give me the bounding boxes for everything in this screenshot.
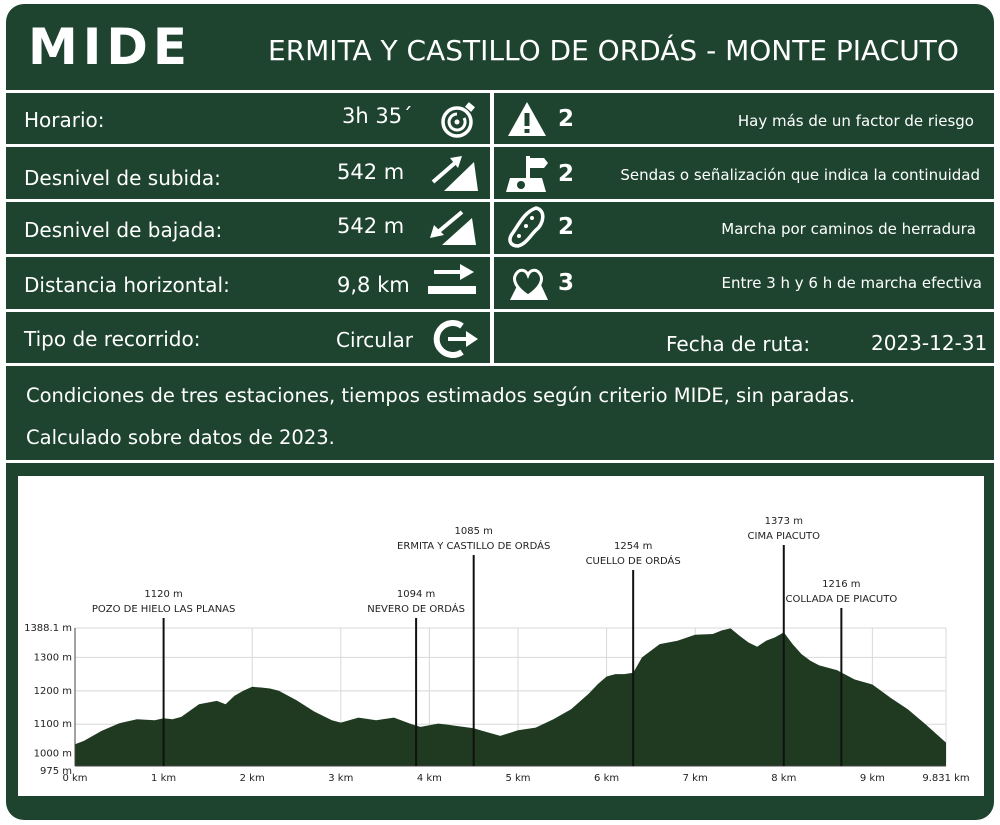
risk-description: Hay más de un factor de riesgo: [737, 112, 974, 130]
signpost-icon: [506, 156, 548, 192]
waypoint-elevation: 1216 m: [822, 579, 860, 590]
y-tick-label: 1388.1 m: [24, 623, 72, 634]
date-value: 2023-12-31: [871, 331, 988, 355]
risk-level: 3: [558, 270, 575, 296]
x-tick-label: 6 km: [594, 773, 619, 784]
mide-logo: MIDE: [28, 18, 193, 76]
descent-slope-icon: [430, 210, 476, 245]
x-tick-label: 2 km: [240, 773, 265, 784]
y-tick-label: 975 m: [40, 766, 72, 777]
conditions-note: Condiciones de tres estaciones, tiempos …: [26, 384, 856, 407]
circular-route-icon: [433, 320, 478, 358]
divider: [6, 199, 994, 202]
waypoint-name: ERMITA Y CASTILLO DE ORDÁS: [397, 539, 550, 552]
waypoint-name: CIMA PIACUTO: [748, 531, 821, 542]
descent-label: Desnivel de bajada:: [24, 218, 223, 242]
x-tick-label: 9.831 km: [922, 773, 969, 784]
distance-value: 9,8 km: [337, 273, 410, 297]
x-tick-label: 7 km: [683, 773, 708, 784]
y-tick-label: 1000 m: [34, 749, 72, 760]
divider: [6, 254, 994, 257]
elevation-profile-chart: 0 km 1 km 2 km 3 km 4 km 5 km 6 km 7 km 8 km 9 km…: [24, 516, 970, 784]
waypoint-elevation: 1373 m: [765, 516, 803, 527]
route-type-label: Tipo de recorrido:: [24, 327, 201, 351]
elevation-area: [75, 628, 946, 766]
risk-level: 2: [558, 214, 575, 240]
x-tick-label: 3 km: [328, 773, 353, 784]
x-tick-label: 8 km: [771, 773, 796, 784]
divider: [6, 144, 994, 147]
elevation-profile-panel: 0 km 1 km 2 km 3 km 4 km 5 km 6 km 7 km 8 km 9 km…: [18, 476, 984, 796]
footprint-icon: [508, 206, 545, 248]
header: MIDE ERMITA Y CASTILLO DE ORDÁS - MONTE …: [6, 4, 994, 90]
effort-heart-icon: [510, 268, 548, 300]
route-title: ERMITA Y CASTILLO DE ORDÁS - MONTE PIACU…: [268, 34, 959, 67]
descent-value: 542 m: [337, 214, 405, 238]
risk-level: 2: [558, 106, 575, 132]
y-tick-label: 1200 m: [34, 686, 72, 697]
horario-value: 3h 35´: [342, 104, 413, 128]
divider: [6, 309, 994, 312]
x-tick-label: 1 km: [151, 773, 176, 784]
divider: [6, 363, 994, 366]
x-tick-label: 9 km: [860, 773, 885, 784]
x-tick-label: 5 km: [505, 773, 530, 784]
column-separator: [490, 90, 494, 363]
risk-description: Marcha por caminos de herradura: [721, 220, 976, 238]
horizontal-distance-icon: [428, 264, 476, 294]
waypoint-name: NEVERO DE ORDÁS: [367, 602, 465, 615]
waypoint-name: POZO DE HIELO LAS PLANAS: [92, 604, 236, 615]
ascent-slope-icon: [431, 156, 478, 191]
ascent-label: Desnivel de subida:: [24, 166, 221, 190]
stopwatch-icon: [441, 102, 475, 138]
date-label: Fecha de ruta:: [666, 332, 811, 356]
waypoint-elevation: 1254 m: [614, 541, 652, 552]
risk-level: 2: [558, 161, 575, 187]
ascent-value: 542 m: [337, 160, 405, 184]
y-tick-label: 1300 m: [34, 652, 72, 663]
x-tick-label: 4 km: [417, 773, 442, 784]
waypoint-elevation: 1120 m: [144, 589, 182, 600]
risk-description: Sendas o señalización que indica la cont…: [620, 166, 980, 184]
risk-description: Entre 3 h y 6 h de marcha efectiva: [721, 274, 983, 292]
route-type-value: Circular: [336, 328, 414, 352]
waypoint-name: CUELLO DE ORDÁS: [586, 554, 681, 567]
waypoint-elevation: 1085 m: [455, 526, 493, 537]
horario-label: Horario:: [24, 108, 105, 132]
divider: [6, 460, 994, 463]
y-tick-label: 1100 m: [34, 719, 72, 730]
calculation-note: Calculado sobre datos de 2023.: [26, 426, 335, 449]
waypoint-elevation: 1094 m: [397, 589, 435, 600]
waypoint-name: COLLADA DE PIACUTO: [785, 594, 897, 605]
divider: [6, 90, 994, 93]
warning-triangle-icon: [508, 102, 546, 136]
distance-label: Distancia horizontal:: [24, 273, 230, 297]
x-tick-label: 0 km: [62, 773, 87, 784]
